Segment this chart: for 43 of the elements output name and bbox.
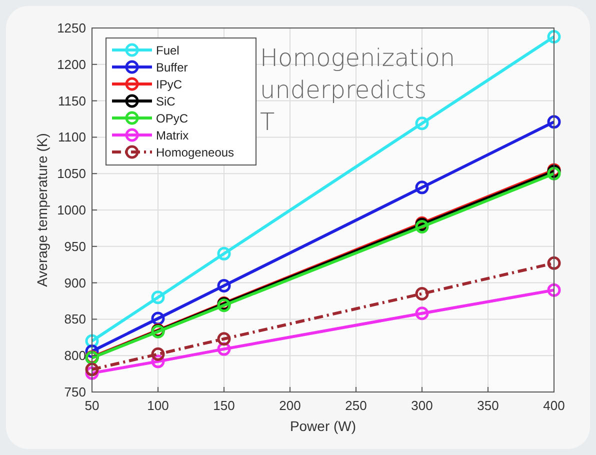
x-tick-label: 50 (84, 398, 100, 413)
x-tick-label: 400 (543, 398, 565, 413)
point (217, 332, 231, 346)
legend-label: SiC (156, 94, 176, 108)
point (415, 286, 429, 300)
y-tick-label: 1250 (57, 20, 86, 36)
x-tick-label: 200 (279, 398, 301, 413)
y-tick-label: 900 (64, 275, 86, 290)
y-axis-title: Average temperature (K) (34, 133, 50, 287)
y-tick-label: 950 (64, 238, 86, 254)
y-tick-label: 750 (64, 384, 86, 400)
y-tick-label: 1150 (58, 93, 86, 108)
legend-label: Matrix (156, 128, 189, 142)
legend-label: Homogeneous (156, 146, 234, 160)
x-tick-label: 300 (411, 398, 433, 413)
x-tick-label: 150 (213, 398, 235, 413)
point (217, 246, 231, 260)
y-tick-label: 1100 (58, 130, 86, 145)
y-tick-label: 1000 (57, 202, 86, 218)
legend-label: Fuel (156, 44, 180, 58)
point (547, 115, 561, 129)
y-tick-label: 1050 (57, 166, 86, 182)
point (415, 116, 429, 130)
x-tick-label: 250 (345, 398, 367, 413)
point (415, 180, 429, 194)
point (547, 256, 561, 270)
x-axis-title: Power (W) (290, 418, 356, 434)
y-tick-label: 800 (64, 348, 86, 364)
point (547, 30, 561, 44)
x-tick-label: 350 (477, 398, 499, 413)
y-tick-label: 850 (64, 312, 86, 327)
legend-label: Buffer (156, 60, 188, 74)
point (415, 306, 429, 320)
legend-label: IPyC (156, 78, 182, 92)
y-tick-label: 1200 (57, 56, 86, 72)
legend-label: OPyC (156, 112, 188, 126)
point (547, 283, 561, 297)
point (151, 347, 165, 361)
x-tick-label: 100 (147, 398, 169, 413)
point (151, 290, 165, 304)
point (217, 278, 231, 292)
annotation: Homogenization underpredicts T (260, 44, 456, 136)
point (85, 362, 99, 376)
